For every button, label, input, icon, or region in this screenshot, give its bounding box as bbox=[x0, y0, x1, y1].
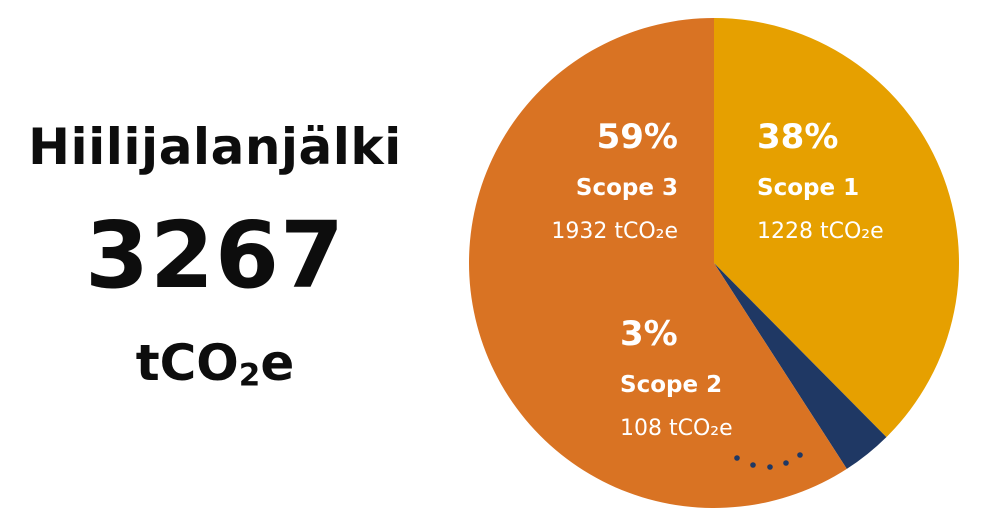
pie-slice-scope-1 bbox=[714, 18, 959, 438]
scope-2-value-label: 108 tCO₂e bbox=[620, 416, 733, 441]
summary-unit-suffix: e bbox=[260, 334, 295, 392]
summary-total: 3267 bbox=[84, 202, 346, 309]
pie-labels: 38% Scope 1 1228 tCO₂e 3% Scope 2 108 tCO₂e 59… bbox=[551, 117, 883, 441]
pie-slice-scope-2 bbox=[714, 263, 887, 469]
pie-slice-scope-3 bbox=[468, 18, 847, 508]
scope-2-connector bbox=[734, 452, 803, 470]
scope-3-name-label: Scope 3 bbox=[576, 175, 678, 201]
summary-unit: tCO2e bbox=[0, 334, 430, 394]
summary-title: Hiilijalanjälki bbox=[28, 118, 402, 176]
connector-dot bbox=[783, 460, 789, 466]
scope-3-percent-label: 59% bbox=[597, 117, 678, 157]
scope-1-name-label: Scope 1 bbox=[757, 175, 859, 201]
scope-3-value-label: 1932 tCO₂e bbox=[551, 219, 678, 244]
scope-2-percent-label: 3% bbox=[620, 314, 678, 354]
scope-1-value-label: 1228 tCO₂e bbox=[757, 219, 884, 244]
scope-1-percent-label: 38% bbox=[757, 117, 838, 157]
summary-unit-subscript: 2 bbox=[238, 357, 261, 394]
scope-2-name-label: Scope 2 bbox=[620, 372, 722, 398]
pie-slices bbox=[468, 18, 959, 508]
connector-dot bbox=[734, 455, 740, 461]
connector-dot bbox=[797, 452, 803, 458]
connector-dot bbox=[750, 462, 756, 468]
connector-dot bbox=[767, 464, 773, 470]
carbon-footprint-summary: Hiilijalanjälki 3267 tCO2e bbox=[0, 0, 430, 527]
summary-unit-prefix: tCO bbox=[135, 334, 239, 392]
